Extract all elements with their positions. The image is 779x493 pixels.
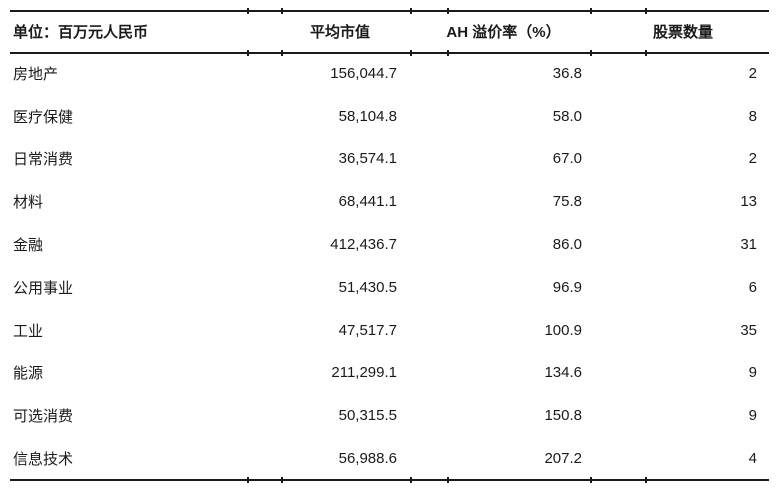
- table-row: 金融 412,436.7 86.0 31: [10, 223, 769, 266]
- header-row: 单位：百万元人民币 平均市值 AH 溢价率（%） 股票数量: [10, 10, 769, 52]
- column-boundary-tick: [247, 50, 249, 56]
- avg-mcap-cell: 50,315.5: [338, 407, 397, 425]
- stock-count-cell: 9: [748, 364, 757, 382]
- table-row: 能源 211,299.1 134.6 9: [10, 352, 769, 395]
- avg-mcap-cell: 68,441.1: [338, 193, 397, 211]
- ah-premium-cell: 96.9: [552, 278, 582, 296]
- column-boundary-tick: [410, 8, 412, 14]
- ah-premium-cell: 150.8: [544, 407, 582, 425]
- table-row: 日常消费 36,574.1 67.0 2: [10, 138, 769, 181]
- ah-premium-cell: 100.9: [544, 321, 582, 339]
- stock-count-cell: 8: [748, 107, 757, 125]
- ah-premium-cell: 86.0: [552, 236, 582, 254]
- stock-count-cell: 31: [740, 236, 757, 254]
- table-row: 可选消费 50,315.5 150.8 9: [10, 394, 769, 437]
- sector-ah-premium-table: 单位：百万元人民币 平均市值 AH 溢价率（%） 股票数量 房地产 156,04…: [10, 10, 769, 480]
- column-boundary-tick: [645, 477, 647, 483]
- stock-count-cell: 2: [748, 64, 757, 82]
- column-boundary-tick: [447, 8, 449, 14]
- column-boundary-tick: [247, 8, 249, 14]
- stock-count-cell: 9: [748, 407, 757, 425]
- column-boundary-tick: [281, 8, 283, 14]
- stock-count-cell: 13: [740, 193, 757, 211]
- ah-premium-cell: 36.8: [552, 64, 582, 82]
- stock-count-cell: 4: [748, 450, 757, 468]
- table-row: 工业 47,517.7 100.9 35: [10, 309, 769, 352]
- column-boundary-tick: [645, 8, 647, 14]
- table-row: 房地产 156,044.7 36.8 2: [10, 52, 769, 95]
- avg-mcap-cell: 211,299.1: [331, 364, 397, 382]
- column-boundary-tick: [447, 477, 449, 483]
- avg-mcap-cell: 36,574.1: [338, 150, 397, 168]
- row-label: 信息技术: [13, 451, 74, 469]
- stock-count-cell: 35: [740, 321, 757, 339]
- row-label: 能源: [13, 365, 44, 383]
- column-boundary-tick: [247, 477, 249, 483]
- header-separator-rule: [10, 50, 769, 56]
- stock-count-cell: 6: [748, 278, 757, 296]
- row-label: 可选消费: [13, 408, 74, 426]
- ah-premium-cell: 58.0: [552, 107, 582, 125]
- column-boundary-tick: [590, 50, 592, 56]
- column-boundary-tick: [590, 8, 592, 14]
- column-boundary-tick: [281, 477, 283, 483]
- column-boundary-tick: [410, 477, 412, 483]
- table-bottom-rule: [10, 477, 769, 483]
- avg-mcap-cell: 412,436.7: [330, 236, 397, 254]
- column-boundary-tick: [410, 50, 412, 56]
- row-label: 公用事业: [13, 279, 74, 297]
- table-row: 信息技术 56,988.6 207.2 4: [10, 437, 769, 480]
- col-header-avg-mcap: 平均市值: [309, 23, 370, 41]
- row-label: 金融: [13, 237, 44, 255]
- avg-mcap-cell: 156,044.7: [330, 64, 397, 82]
- table-row: 材料 68,441.1 75.8 13: [10, 180, 769, 223]
- table-row: 公用事业 51,430.5 96.9 6: [10, 266, 769, 309]
- row-label: 材料: [13, 194, 44, 212]
- col-header-stock-count: 股票数量: [652, 23, 713, 41]
- ah-premium-cell: 134.6: [544, 364, 582, 382]
- row-label: 日常消费: [13, 151, 74, 169]
- avg-mcap-cell: 51,430.5: [338, 278, 397, 296]
- row-label: 房地产: [13, 65, 59, 83]
- ah-premium-cell: 67.0: [552, 150, 582, 168]
- avg-mcap-cell: 47,517.7: [338, 321, 397, 339]
- column-boundary-tick: [645, 50, 647, 56]
- col-header-ah-premium: AH 溢价率（%）: [446, 23, 561, 41]
- column-boundary-tick: [447, 50, 449, 56]
- table-row: 医疗保健 58,104.8 58.0 8: [10, 95, 769, 138]
- column-boundary-tick: [590, 477, 592, 483]
- table-top-rule: [10, 8, 769, 14]
- unit-header: 单位：百万元人民币: [13, 23, 149, 41]
- avg-mcap-cell: 56,988.6: [338, 450, 397, 468]
- row-label: 工业: [13, 322, 44, 340]
- row-label: 医疗保健: [13, 108, 74, 126]
- stock-count-cell: 2: [748, 150, 757, 168]
- column-boundary-tick: [281, 50, 283, 56]
- ah-premium-cell: 207.2: [544, 450, 582, 468]
- ah-premium-cell: 75.8: [552, 193, 582, 211]
- avg-mcap-cell: 58,104.8: [338, 107, 397, 125]
